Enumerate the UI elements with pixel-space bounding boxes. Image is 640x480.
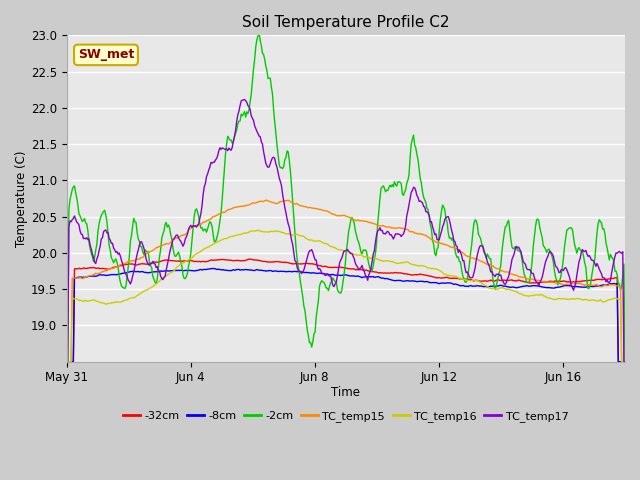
Y-axis label: Temperature (C): Temperature (C) bbox=[15, 150, 28, 247]
Title: Soil Temperature Profile C2: Soil Temperature Profile C2 bbox=[242, 15, 449, 30]
Legend: -32cm, -8cm, -2cm, TC_temp15, TC_temp16, TC_temp17: -32cm, -8cm, -2cm, TC_temp15, TC_temp16,… bbox=[119, 407, 573, 426]
Text: SW_met: SW_met bbox=[78, 48, 134, 61]
X-axis label: Time: Time bbox=[332, 386, 360, 399]
